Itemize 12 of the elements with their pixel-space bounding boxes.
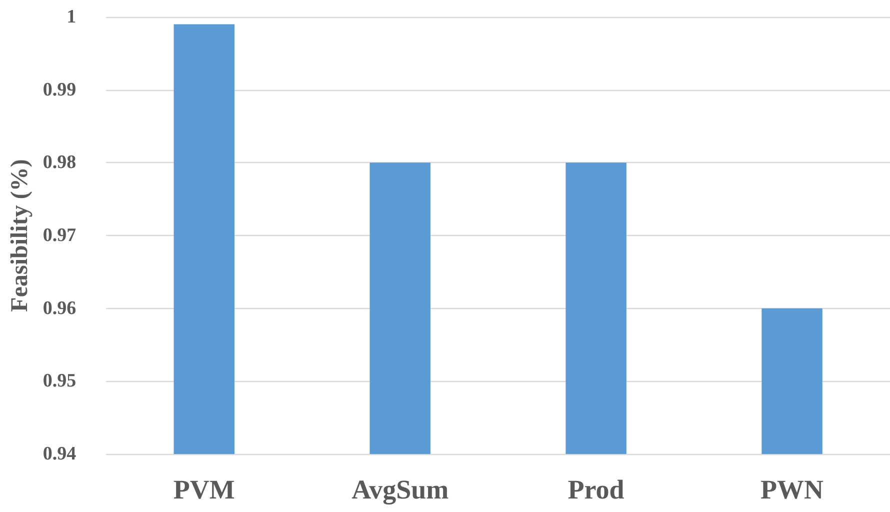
x-tick-label: Prod	[568, 474, 624, 504]
x-tick-label: AvgSum	[352, 474, 450, 504]
y-tick-label: 0.96	[42, 298, 76, 319]
y-tick-label: 0.95	[42, 370, 76, 392]
y-axis-title: Feasibility (%)	[7, 159, 33, 312]
y-tick-label: 0.97	[42, 225, 77, 246]
y-tick-label: 0.94	[42, 444, 77, 464]
x-tick-label: PVM	[173, 474, 235, 504]
y-tick-label: 0.99	[42, 79, 76, 100]
y-tick-label: 1	[66, 6, 76, 28]
y-tick-label: 0.98	[42, 152, 76, 174]
x-tick-label: PWN	[760, 474, 824, 504]
